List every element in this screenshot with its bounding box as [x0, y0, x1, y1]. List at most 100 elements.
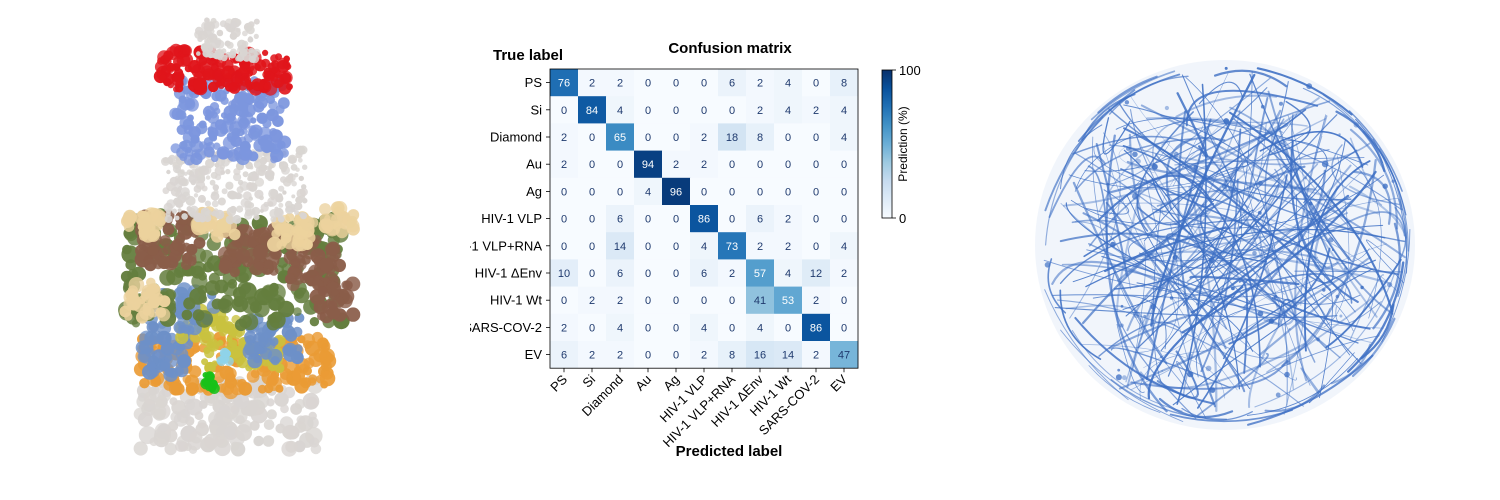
- heatmap-cell: [774, 313, 803, 342]
- cell-value-label: 0: [561, 214, 567, 226]
- row-tick-label: PS: [525, 75, 543, 90]
- cell-value-label: 0: [785, 322, 791, 334]
- heatmap-cell: [774, 205, 803, 233]
- heatmap-cell: [718, 69, 747, 97]
- cell-value-label: 0: [673, 78, 679, 90]
- heatmap-cell: [746, 123, 775, 151]
- heatmap-cell: [830, 150, 859, 179]
- heatmap-cell: [830, 341, 859, 369]
- cell-value-label: 2: [701, 159, 707, 171]
- heatmap-cell: [606, 96, 635, 124]
- cell-value-label: 2: [813, 350, 819, 362]
- cell-value-label: 0: [757, 159, 763, 171]
- colorbar-min-label: 0: [899, 211, 906, 226]
- heatmap-cell: [774, 232, 803, 260]
- heatmap-cells: 76 2 2 0 0 0 6 2 4 0 80 84 4 0 0 0 0 2 4 2 42 0 65 0 0 2 18 8 0 0 42 0 0…: [549, 68, 859, 369]
- cell-value-label: 0: [645, 241, 651, 253]
- cell-value-label: 2: [841, 268, 847, 280]
- heatmap-cell: [606, 341, 635, 369]
- heatmap-cell: [690, 123, 719, 151]
- row-tick-label: EV: [525, 347, 543, 362]
- heatmap-cell: [802, 341, 831, 369]
- cell-value-label: 2: [813, 105, 819, 117]
- cell-value-label: 0: [673, 132, 679, 144]
- heatmap-cell: [662, 232, 691, 260]
- row-tick-label: HIV-1 ΔEnv: [475, 266, 543, 281]
- heatmap-cell: [578, 69, 607, 97]
- cell-value-label: 0: [589, 132, 595, 144]
- col-tick-label: Si: [579, 372, 598, 391]
- heatmap-cell: [774, 259, 803, 287]
- heatmap-cell: [774, 341, 803, 369]
- cell-value-label: 0: [673, 105, 679, 117]
- cell-value-label: 2: [729, 268, 735, 280]
- cell-value-label: 0: [841, 322, 847, 334]
- heatmap-cell: [662, 69, 691, 97]
- heatmap-cell: [550, 150, 579, 179]
- heatmap-cell: [662, 150, 691, 179]
- cell-value-label: 2: [673, 159, 679, 171]
- cyan-domain: [216, 347, 234, 367]
- row-tick-label: Diamond: [490, 130, 542, 145]
- cell-value-label: 0: [673, 350, 679, 362]
- row-tick-label: HIV-1 Wt: [490, 293, 542, 308]
- cell-value-label: 2: [589, 78, 595, 90]
- heatmap-cell: [662, 259, 691, 287]
- heatmap-cell: [634, 150, 663, 179]
- col-tick-label: Au: [632, 372, 654, 394]
- cell-value-label: 0: [589, 268, 595, 280]
- heatmap-cell: [578, 286, 607, 315]
- heatmap-cell: [802, 69, 831, 97]
- heatmap-cell: [774, 177, 803, 206]
- heatmap-cell: [774, 150, 803, 179]
- heatmap-cell: [550, 232, 579, 260]
- cell-value-label: 0: [729, 214, 735, 226]
- heatmap-cell: [802, 232, 831, 260]
- cell-value-label: 14: [782, 350, 794, 362]
- heatmap-cell: [634, 313, 663, 342]
- cell-value-label: 0: [813, 159, 819, 171]
- heatmap-cell: [746, 259, 775, 287]
- heatmap-cell: [718, 96, 747, 124]
- protein-structure-render: [100, 10, 370, 460]
- row-tick-label: SARS-COV-2: [470, 320, 542, 335]
- cell-value-label: 0: [673, 268, 679, 280]
- cell-value-label: 0: [785, 159, 791, 171]
- protein-structure-graphic: [118, 17, 361, 457]
- heatmap-cell: [802, 286, 831, 315]
- heatmap-cell: [578, 123, 607, 151]
- cell-value-label: 65: [614, 132, 626, 144]
- cell-value-label: 0: [785, 186, 791, 198]
- heatmap-cell: [634, 341, 663, 369]
- heatmap-cell: [662, 313, 691, 342]
- fiber-network-graphic: [1035, 60, 1415, 430]
- row-tick-label: Au: [526, 157, 542, 172]
- cell-value-label: 2: [561, 132, 567, 144]
- y-axis-label: True label: [493, 47, 563, 64]
- cell-value-label: 4: [617, 105, 623, 117]
- heatmap-cell: [578, 177, 607, 206]
- heatmap-cell: [746, 286, 775, 315]
- heatmap-cell: [634, 96, 663, 124]
- cell-value-label: 0: [617, 186, 623, 198]
- heatmap-cell: [634, 286, 663, 315]
- heatmap-cell: [606, 286, 635, 315]
- heatmap-cell: [718, 232, 747, 260]
- tan-domain-left: [121, 207, 168, 243]
- heatmap-cell: [746, 232, 775, 260]
- heatmap-cell: [662, 96, 691, 124]
- cell-value-label: 0: [785, 132, 791, 144]
- heatmap-cell: [746, 69, 775, 97]
- heatmap-cell: [746, 150, 775, 179]
- heatmap-cell: [606, 313, 635, 342]
- cell-value-label: 0: [757, 186, 763, 198]
- heatmap-cell: [802, 259, 831, 287]
- cell-value-label: 0: [561, 105, 567, 117]
- cell-value-label: 6: [729, 78, 735, 90]
- cell-value-label: 0: [813, 241, 819, 253]
- cell-value-label: 4: [841, 132, 847, 144]
- cell-value-label: 0: [589, 322, 595, 334]
- row-tick-label: Ag: [526, 184, 542, 199]
- heatmap-cell: [830, 69, 859, 97]
